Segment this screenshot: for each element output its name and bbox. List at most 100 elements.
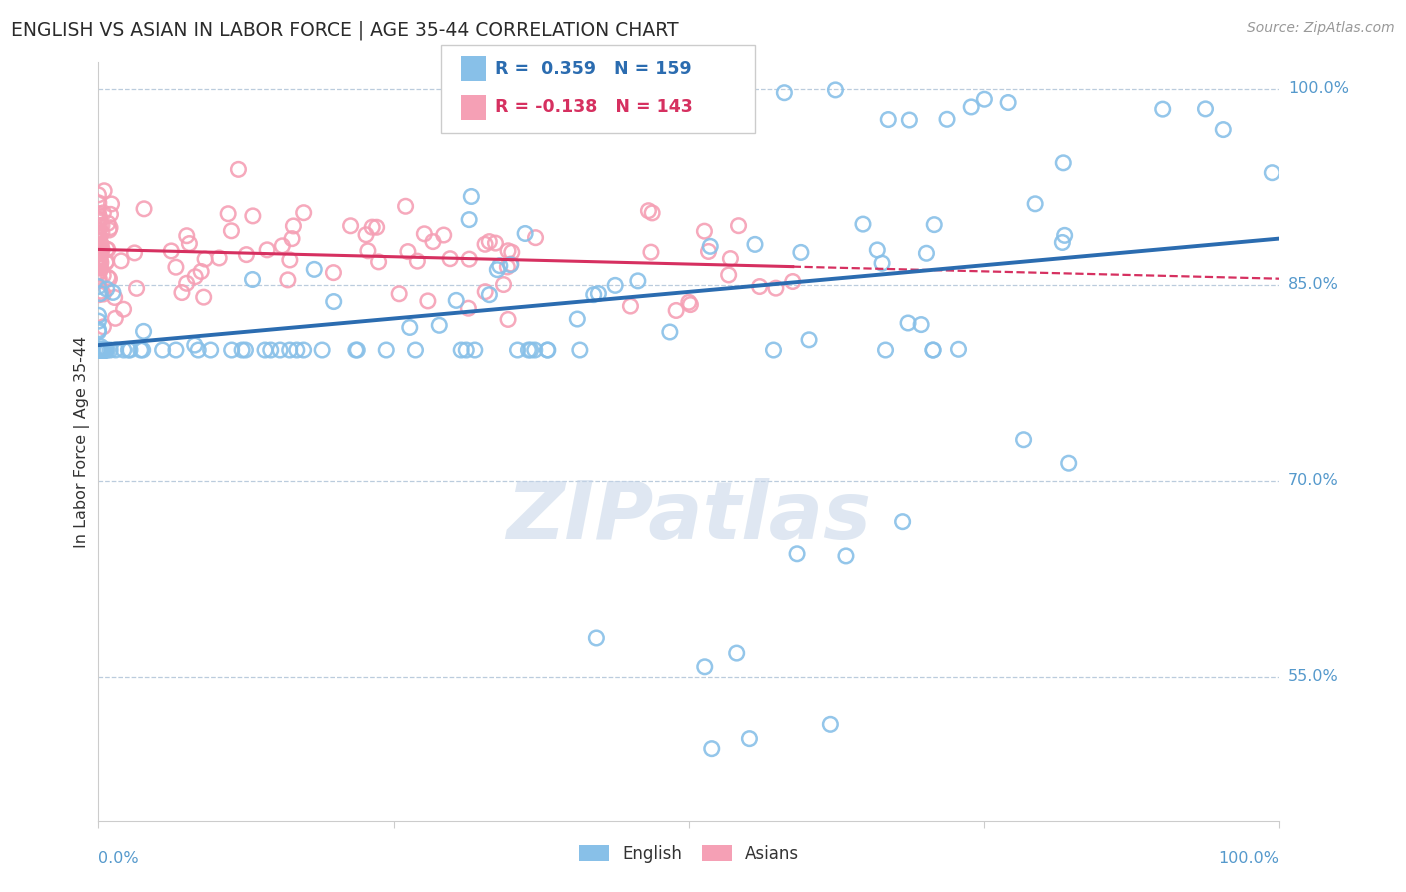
Point — [524, 88, 547, 103]
Point — [96, 242, 118, 256]
Point — [898, 113, 921, 128]
Point — [87, 254, 110, 268]
Point — [619, 299, 641, 313]
Point — [693, 660, 716, 674]
Point — [87, 343, 110, 357]
Point — [292, 343, 315, 357]
Point — [87, 273, 110, 287]
Point — [627, 274, 650, 288]
Point — [260, 343, 283, 357]
Point — [87, 234, 110, 248]
Point — [91, 343, 114, 357]
Point — [269, 343, 291, 357]
Point — [1057, 456, 1080, 470]
Text: 100.0%: 100.0% — [1219, 851, 1279, 866]
Point — [433, 227, 456, 242]
Point — [90, 226, 112, 240]
Text: R = -0.138   N = 143: R = -0.138 N = 143 — [495, 98, 693, 116]
Point — [221, 224, 243, 238]
Point — [87, 242, 110, 256]
Point — [87, 343, 110, 357]
Point — [94, 343, 117, 357]
Point — [283, 219, 305, 233]
Point — [110, 253, 132, 268]
Point — [748, 279, 770, 293]
Point — [87, 273, 110, 287]
Point — [89, 219, 111, 233]
Point — [464, 343, 486, 357]
Point — [568, 343, 591, 357]
Point — [87, 251, 110, 265]
Point — [124, 246, 146, 260]
Point — [505, 100, 527, 114]
Point — [87, 343, 110, 357]
Point — [458, 212, 481, 227]
Point — [208, 251, 231, 265]
Point — [915, 246, 938, 260]
Point — [87, 239, 110, 253]
Point — [277, 273, 299, 287]
Point — [738, 731, 761, 746]
Point — [877, 112, 900, 127]
Point — [87, 246, 110, 260]
Point — [97, 243, 120, 257]
Point — [87, 195, 110, 210]
Point — [170, 285, 193, 300]
Point — [90, 239, 112, 253]
Point — [790, 245, 813, 260]
Point — [91, 287, 114, 301]
Point — [605, 278, 627, 293]
Point — [89, 229, 111, 244]
Point — [112, 302, 135, 317]
Point — [278, 252, 301, 267]
Point — [89, 212, 111, 227]
Point — [87, 343, 110, 357]
Point — [87, 230, 110, 244]
Point — [200, 343, 222, 357]
Point — [90, 237, 112, 252]
Point — [87, 309, 110, 323]
Point — [89, 343, 111, 357]
Point — [406, 254, 429, 268]
Point — [870, 256, 893, 270]
Point — [176, 228, 198, 243]
Point — [960, 100, 983, 114]
Point — [394, 199, 416, 213]
Point — [87, 256, 110, 270]
Point — [256, 243, 278, 257]
Y-axis label: In Labor Force | Age 35-44: In Labor Force | Age 35-44 — [75, 335, 90, 548]
Point — [112, 343, 135, 357]
Point — [89, 343, 111, 357]
Point — [87, 343, 110, 357]
Point — [89, 343, 111, 357]
Point — [93, 206, 115, 220]
Point — [87, 343, 110, 357]
Point — [93, 343, 115, 357]
Point — [344, 343, 367, 357]
Point — [322, 266, 344, 280]
Text: 100.0%: 100.0% — [1288, 81, 1348, 96]
Point — [565, 93, 588, 107]
Point — [396, 244, 419, 259]
Point — [87, 253, 110, 268]
Point — [93, 343, 115, 357]
Point — [339, 219, 361, 233]
Point — [405, 343, 427, 357]
Point — [427, 318, 450, 333]
Point — [87, 259, 110, 273]
Point — [292, 205, 315, 219]
Point — [91, 343, 114, 357]
Point — [93, 343, 115, 357]
Point — [835, 549, 858, 563]
Point — [456, 343, 478, 357]
Point — [285, 343, 308, 357]
Point — [87, 229, 110, 244]
Point — [90, 255, 112, 269]
Point — [87, 212, 110, 227]
Point — [699, 239, 721, 253]
Point — [89, 260, 111, 274]
Point — [90, 343, 112, 357]
Point — [523, 343, 546, 357]
Point — [193, 290, 215, 304]
Point — [688, 103, 710, 118]
